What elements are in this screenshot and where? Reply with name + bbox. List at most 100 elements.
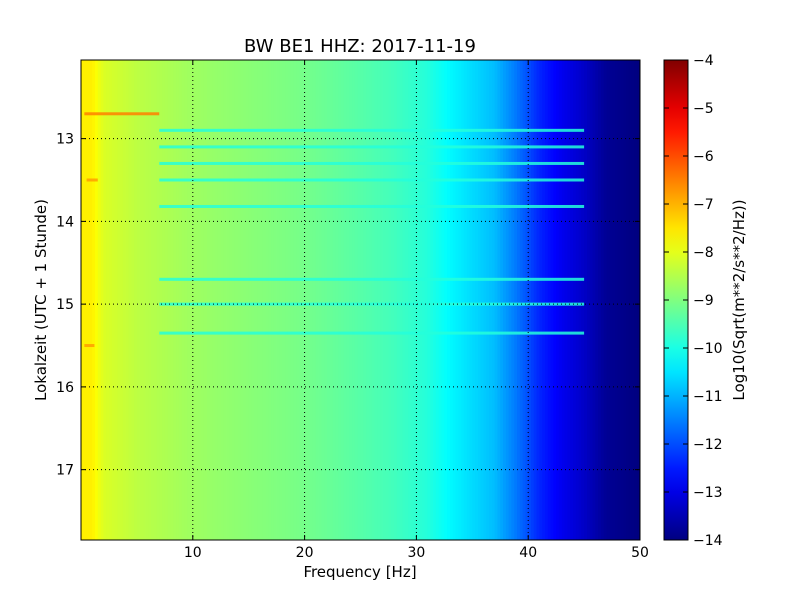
heatmap-column — [203, 60, 208, 540]
heatmap-column — [536, 60, 540, 540]
heatmap-column — [592, 60, 596, 540]
heatmap-column — [287, 60, 292, 540]
heatmap-column — [444, 60, 448, 540]
heatmap-column — [329, 60, 334, 540]
heatmap-column — [561, 60, 566, 540]
colorbar-tick-label: −14 — [693, 533, 723, 549]
heatmap-column — [276, 60, 281, 540]
heatmap-column — [117, 60, 121, 540]
heatmap-column — [449, 60, 454, 540]
heatmap-column — [315, 60, 320, 540]
heatmap-column — [394, 60, 398, 540]
heatmap-column — [483, 60, 487, 540]
heatmap-column — [215, 60, 219, 540]
heatmap-column — [312, 60, 317, 540]
x-tick-label: 30 — [407, 545, 425, 561]
heatmap-column — [623, 60, 627, 540]
heatmap-column — [542, 60, 546, 540]
heatmap-column — [517, 60, 521, 540]
heatmap-column — [153, 60, 158, 540]
heatmap-column — [173, 60, 177, 540]
heatmap-column — [262, 60, 267, 540]
colorbar-tick-label: −11 — [693, 389, 723, 405]
heatmap-column — [324, 60, 328, 540]
heatmap-column — [452, 60, 457, 540]
heatmap-column — [114, 60, 118, 540]
heatmap-band — [159, 277, 585, 281]
heatmap-column — [438, 60, 443, 540]
heatmap-column — [382, 60, 387, 540]
heatmap-column — [212, 60, 216, 540]
heatmap-column — [525, 60, 529, 540]
heatmap-column — [567, 60, 571, 540]
heatmap-column — [223, 60, 227, 540]
heatmap-column — [558, 60, 563, 540]
heatmap-column — [94, 60, 99, 540]
heatmap-column — [505, 60, 510, 540]
heatmap-band — [159, 128, 585, 132]
heatmap-column — [108, 60, 113, 540]
heatmap-column — [178, 60, 183, 540]
heatmap-column — [620, 60, 624, 540]
heatmap-column — [416, 60, 420, 540]
heatmap-column — [145, 60, 149, 540]
heatmap-column — [391, 60, 395, 540]
heatmap-column — [614, 60, 619, 540]
heatmap-column — [229, 60, 233, 540]
x-tick-label: 40 — [519, 545, 537, 561]
heatmap-column — [424, 60, 429, 540]
heatmap-column — [544, 60, 549, 540]
y-tick-label: 14 — [56, 214, 74, 230]
heatmap-column — [220, 60, 225, 540]
heatmap-column — [556, 60, 560, 540]
heatmap-column — [304, 60, 308, 540]
x-tick-label: 20 — [296, 545, 314, 561]
colorbar-tick-label: −5 — [693, 101, 714, 117]
heatmap-column — [340, 60, 345, 540]
heatmap-column — [271, 60, 275, 540]
heatmap-column — [195, 60, 199, 540]
heatmap-column — [500, 60, 504, 540]
heatmap-column — [237, 60, 241, 540]
heatmap-column — [575, 60, 580, 540]
heatmap-column — [103, 60, 107, 540]
heatmap-column — [352, 60, 356, 540]
heatmap-column — [120, 60, 124, 540]
heatmap-column — [503, 60, 507, 540]
heatmap-band — [84, 112, 160, 116]
heatmap-column — [427, 60, 431, 540]
heatmap-column — [321, 60, 325, 540]
heatmap-column — [533, 60, 538, 540]
heatmap-band — [159, 302, 585, 306]
colorbar-tick-label: −4 — [693, 53, 714, 69]
heatmap-column — [466, 60, 471, 540]
y-axis-ticks: 13 14 15 16 17 — [56, 132, 640, 479]
heatmap-column — [122, 60, 127, 540]
heatmap-column — [631, 60, 636, 540]
heatmap-column — [514, 60, 518, 540]
heatmap — [81, 60, 640, 540]
heatmap-column — [612, 60, 616, 540]
heatmap-column — [243, 60, 247, 540]
heatmap-column — [268, 60, 272, 540]
colorbar-tick-label: −6 — [693, 149, 714, 165]
heatmap-column — [248, 60, 253, 540]
heatmap-column — [190, 60, 194, 540]
heatmap-band — [159, 178, 585, 182]
heatmap-column — [257, 60, 261, 540]
heatmap-column — [290, 60, 295, 540]
heatmap-column — [475, 60, 479, 540]
heatmap-column — [553, 60, 557, 540]
heatmap-column — [142, 60, 146, 540]
heatmap-column — [97, 60, 102, 540]
colorbar: −4 −5 −6 −7 −8 −9 −10 −11 −12 −13 −14 Log10(Sqrt(m… — [663, 53, 748, 549]
heatmap-column — [402, 60, 406, 540]
heatmap-column — [598, 60, 602, 540]
heatmap-column — [156, 60, 160, 540]
chart-title: BW BE1 HHZ: 2017-11-19 — [244, 36, 476, 57]
heatmap-column — [170, 60, 174, 540]
heatmap-column — [231, 60, 236, 540]
heatmap-column — [497, 60, 501, 540]
x-axis-ticks: 10 20 30 40 50 — [184, 60, 649, 561]
heatmap-column — [240, 60, 244, 540]
